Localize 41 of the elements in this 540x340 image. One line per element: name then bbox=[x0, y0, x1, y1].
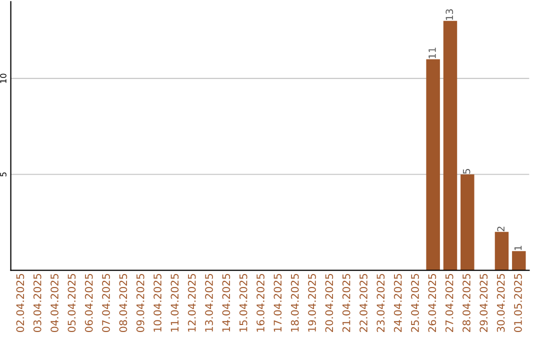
x-tick-label: 28.04.2025 bbox=[462, 274, 470, 332]
x-tick-label: 03.04.2025 bbox=[33, 274, 42, 332]
x-tick-label: 22.04.2025 bbox=[360, 274, 368, 332]
x-tick-label: 14.04.2025 bbox=[222, 274, 230, 332]
x-tick-label: 26.04.2025 bbox=[428, 274, 436, 332]
bar bbox=[426, 59, 440, 270]
x-tick-label: 24.04.2025 bbox=[394, 274, 402, 332]
x-tick-label: 23.04.2025 bbox=[376, 274, 385, 332]
x-tick-label: 02.04.2025 bbox=[16, 274, 24, 332]
bar bbox=[443, 20, 458, 270]
x-tick-label: 12.04.2025 bbox=[188, 274, 196, 332]
data-label: 13 bbox=[446, 9, 454, 20]
data-label: 1 bbox=[514, 246, 522, 250]
bar bbox=[512, 251, 526, 270]
x-tick-label: 08.04.2025 bbox=[119, 274, 128, 332]
x-tick-label: 20.04.2025 bbox=[325, 274, 334, 332]
x-tick-label: 16.04.2025 bbox=[256, 274, 264, 332]
x-tick-label: 27.04.2025 bbox=[445, 274, 454, 332]
x-tick-label: 01.05.2025 bbox=[514, 274, 522, 332]
x-tick-label: 25.04.2025 bbox=[411, 274, 419, 332]
y-tick-label: 10 bbox=[0, 74, 6, 83]
x-tick-label: 10.04.2025 bbox=[154, 274, 162, 332]
bar bbox=[494, 232, 509, 270]
bar bbox=[460, 174, 474, 270]
x-tick-label: 18.04.2025 bbox=[290, 274, 299, 332]
x-tick-label: 04.04.2025 bbox=[50, 274, 58, 332]
x-tick-label: 17.04.2025 bbox=[274, 274, 282, 332]
x-tick-label: 15.04.2025 bbox=[239, 274, 248, 332]
x-tick-label: 19.04.2025 bbox=[308, 274, 316, 332]
x-tick-label: 07.04.2025 bbox=[102, 274, 110, 332]
data-label: 5 bbox=[463, 169, 470, 174]
x-tick-label: 05.04.2025 bbox=[68, 274, 76, 332]
data-label: 11 bbox=[428, 48, 436, 58]
x-tick-label: 11.04.2025 bbox=[170, 274, 179, 332]
x-tick-label: 29.04.2025 bbox=[480, 274, 488, 332]
x-tick-label: 21.04.2025 bbox=[342, 274, 350, 332]
x-tick-label: 06.04.2025 bbox=[84, 274, 93, 332]
data-label: 2 bbox=[497, 226, 504, 232]
x-tick-label: 13.04.2025 bbox=[205, 274, 213, 332]
x-tick-label: 09.04.2025 bbox=[136, 274, 144, 332]
x-tick-label: 30.04.2025 bbox=[496, 274, 505, 332]
